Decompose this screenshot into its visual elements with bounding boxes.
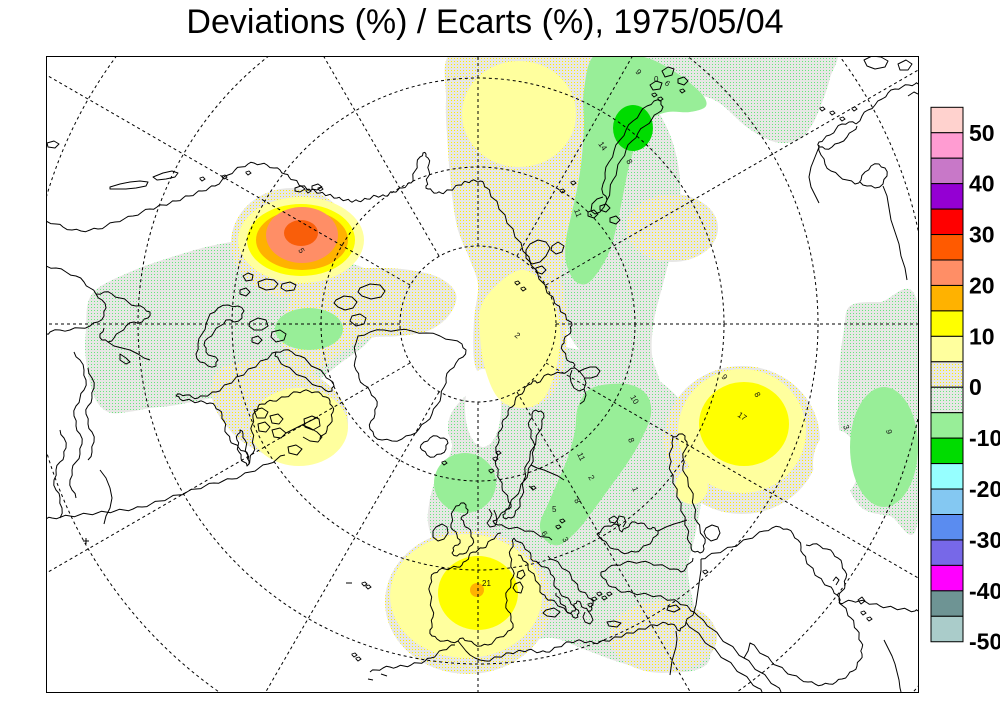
svg-text:-10: -10 bbox=[969, 425, 1000, 451]
svg-text:3: 3 bbox=[841, 424, 851, 432]
svg-text:20: 20 bbox=[969, 272, 995, 298]
svg-text:2: 2 bbox=[513, 331, 523, 341]
svg-text:11: 11 bbox=[572, 208, 583, 219]
svg-text:0: 0 bbox=[654, 75, 659, 84]
svg-text:9: 9 bbox=[719, 373, 729, 383]
svg-text:30: 30 bbox=[969, 222, 995, 248]
svg-text:10: 10 bbox=[969, 323, 995, 349]
svg-text:-30: -30 bbox=[969, 527, 1000, 553]
svg-text:8: 8 bbox=[752, 391, 762, 400]
svg-text:40: 40 bbox=[969, 171, 995, 197]
svg-text:8: 8 bbox=[626, 437, 636, 445]
svg-text:11: 11 bbox=[575, 451, 587, 463]
svg-text:21: 21 bbox=[482, 579, 491, 588]
svg-text:6: 6 bbox=[663, 79, 673, 89]
svg-text:-50: -50 bbox=[969, 629, 1000, 655]
svg-text:-40: -40 bbox=[969, 578, 1000, 604]
svg-text:8: 8 bbox=[572, 497, 582, 505]
svg-text:9: 9 bbox=[633, 68, 643, 78]
svg-text:3: 3 bbox=[560, 536, 570, 545]
svg-text:1: 1 bbox=[630, 486, 640, 494]
svg-text:5: 5 bbox=[552, 505, 557, 514]
svg-text:9: 9 bbox=[884, 429, 894, 435]
svg-text:0: 0 bbox=[969, 374, 982, 400]
svg-text:6: 6 bbox=[539, 530, 549, 539]
svg-text:8: 8 bbox=[624, 158, 634, 167]
svg-text:50: 50 bbox=[969, 120, 995, 146]
svg-text:5: 5 bbox=[296, 247, 306, 256]
svg-text:Deviations (%) / Ecarts (%), 1: Deviations (%) / Ecarts (%), 1975/05/04 bbox=[186, 3, 783, 41]
svg-text:2: 2 bbox=[586, 474, 596, 483]
svg-text:-20: -20 bbox=[969, 476, 1000, 502]
